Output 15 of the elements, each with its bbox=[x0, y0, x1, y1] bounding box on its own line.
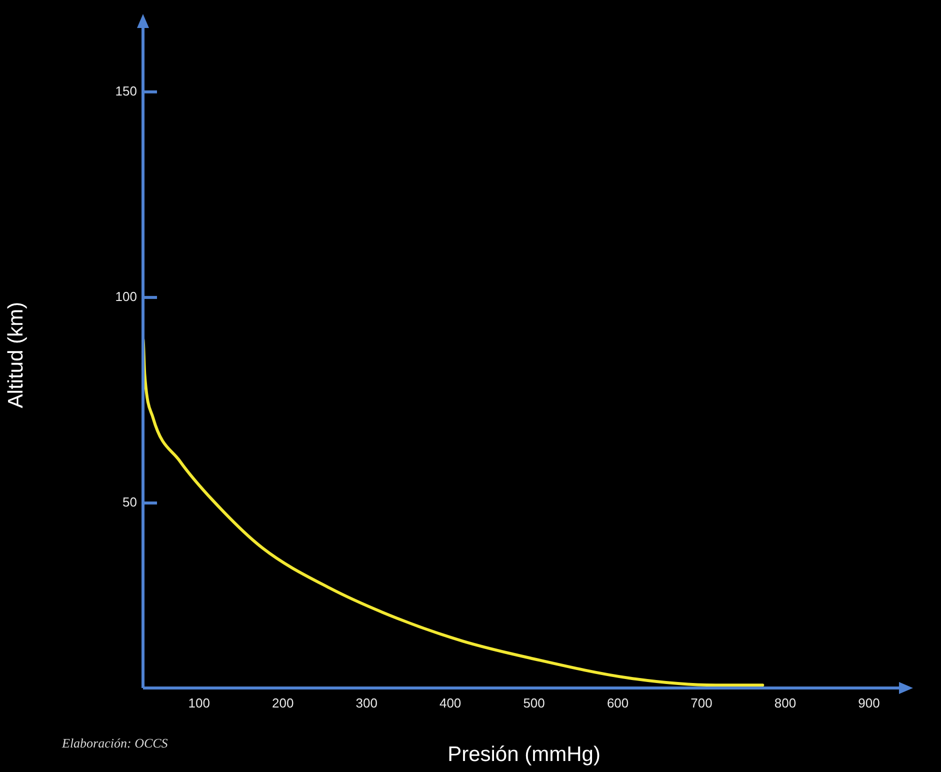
x-axis-title: Presión (mmHg) bbox=[448, 743, 600, 766]
x-tick-label: 100 bbox=[188, 695, 210, 710]
x-tick-label: 900 bbox=[858, 695, 880, 710]
x-tick-label: 700 bbox=[690, 695, 712, 710]
y-tick-label: 100 bbox=[115, 289, 137, 304]
x-tick-label: 600 bbox=[606, 695, 629, 710]
x-tick-label: 400 bbox=[439, 695, 462, 710]
x-tick-label: 500 bbox=[523, 695, 545, 710]
y-tick-label: 150 bbox=[115, 83, 137, 98]
y-axis-title: Altitud (km) bbox=[4, 302, 28, 408]
x-tick-label: 300 bbox=[356, 695, 378, 710]
x-tick-label: 200 bbox=[272, 695, 294, 710]
text: Elaboración: OCCS bbox=[61, 735, 168, 750]
y-tick-label: 50 bbox=[122, 494, 137, 510]
x-tick-label: 800 bbox=[774, 695, 796, 710]
